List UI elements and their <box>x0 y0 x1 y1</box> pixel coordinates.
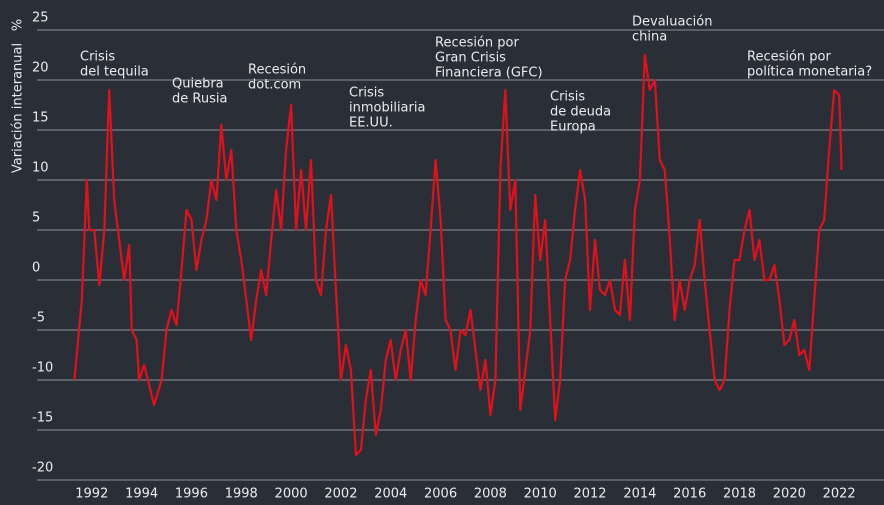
y-tick-label: -5 <box>32 311 45 326</box>
x-tick-label: 1994 <box>125 487 158 502</box>
annotation: Gran Crisis <box>435 51 506 66</box>
annotation: Europa <box>550 120 596 135</box>
y-tick-label: 25 <box>32 11 49 26</box>
annotation: del tequila <box>80 65 149 80</box>
annotation: Recesión por <box>435 36 520 51</box>
annotation: Crisis <box>550 90 585 105</box>
annotation: Crisis <box>349 86 384 101</box>
annotation: inmobiliaria <box>349 101 425 116</box>
annotation: Recesión por <box>747 50 832 65</box>
data-line <box>73 53 843 457</box>
y-tick-label: 10 <box>32 161 49 176</box>
x-tick-label: 2008 <box>474 487 507 502</box>
y-unit: % <box>11 19 26 31</box>
x-tick-label: 2016 <box>673 487 706 502</box>
x-tick-label: 2010 <box>524 487 557 502</box>
x-tick-label: 2014 <box>623 487 656 502</box>
y-tick-label: 15 <box>32 111 49 126</box>
annotation: dot.com <box>248 78 301 93</box>
x-tick-label: 2006 <box>424 487 457 502</box>
y-axis-label: Variación interanual <box>11 43 26 173</box>
x-tick-label: 2018 <box>723 487 756 502</box>
annotation: Devaluación <box>632 15 712 30</box>
y-tick-label: -20 <box>32 461 53 476</box>
x-tick-label: 1996 <box>175 487 208 502</box>
annotation: EE.UU. <box>349 116 393 131</box>
annotation: Financiera (GFC) <box>435 66 543 81</box>
annotation: política monetaria? <box>747 65 872 80</box>
annotation: Quiebra <box>172 77 224 92</box>
y-tick-label: -15 <box>32 411 53 426</box>
x-tick-label: 2022 <box>823 487 856 502</box>
x-tick-label: 2000 <box>275 487 308 502</box>
annotation: china <box>632 30 667 45</box>
x-tick-label: 2020 <box>773 487 806 502</box>
x-tick-label: 1998 <box>225 487 258 502</box>
annotation: Recesión <box>248 63 306 78</box>
y-tick-label: -10 <box>32 361 53 376</box>
y-tick-label: 0 <box>32 261 40 276</box>
x-tick-label: 2004 <box>374 487 407 502</box>
annotation: Crisis <box>80 50 115 65</box>
y-tick-label: 20 <box>32 61 49 76</box>
annotation: de Rusia <box>172 92 227 107</box>
x-tick-label: 2012 <box>573 487 606 502</box>
x-tick-label: 2002 <box>324 487 357 502</box>
annotation: de deuda <box>550 105 611 120</box>
x-tick-label: 1992 <box>75 487 108 502</box>
y-tick-label: 5 <box>32 211 40 226</box>
